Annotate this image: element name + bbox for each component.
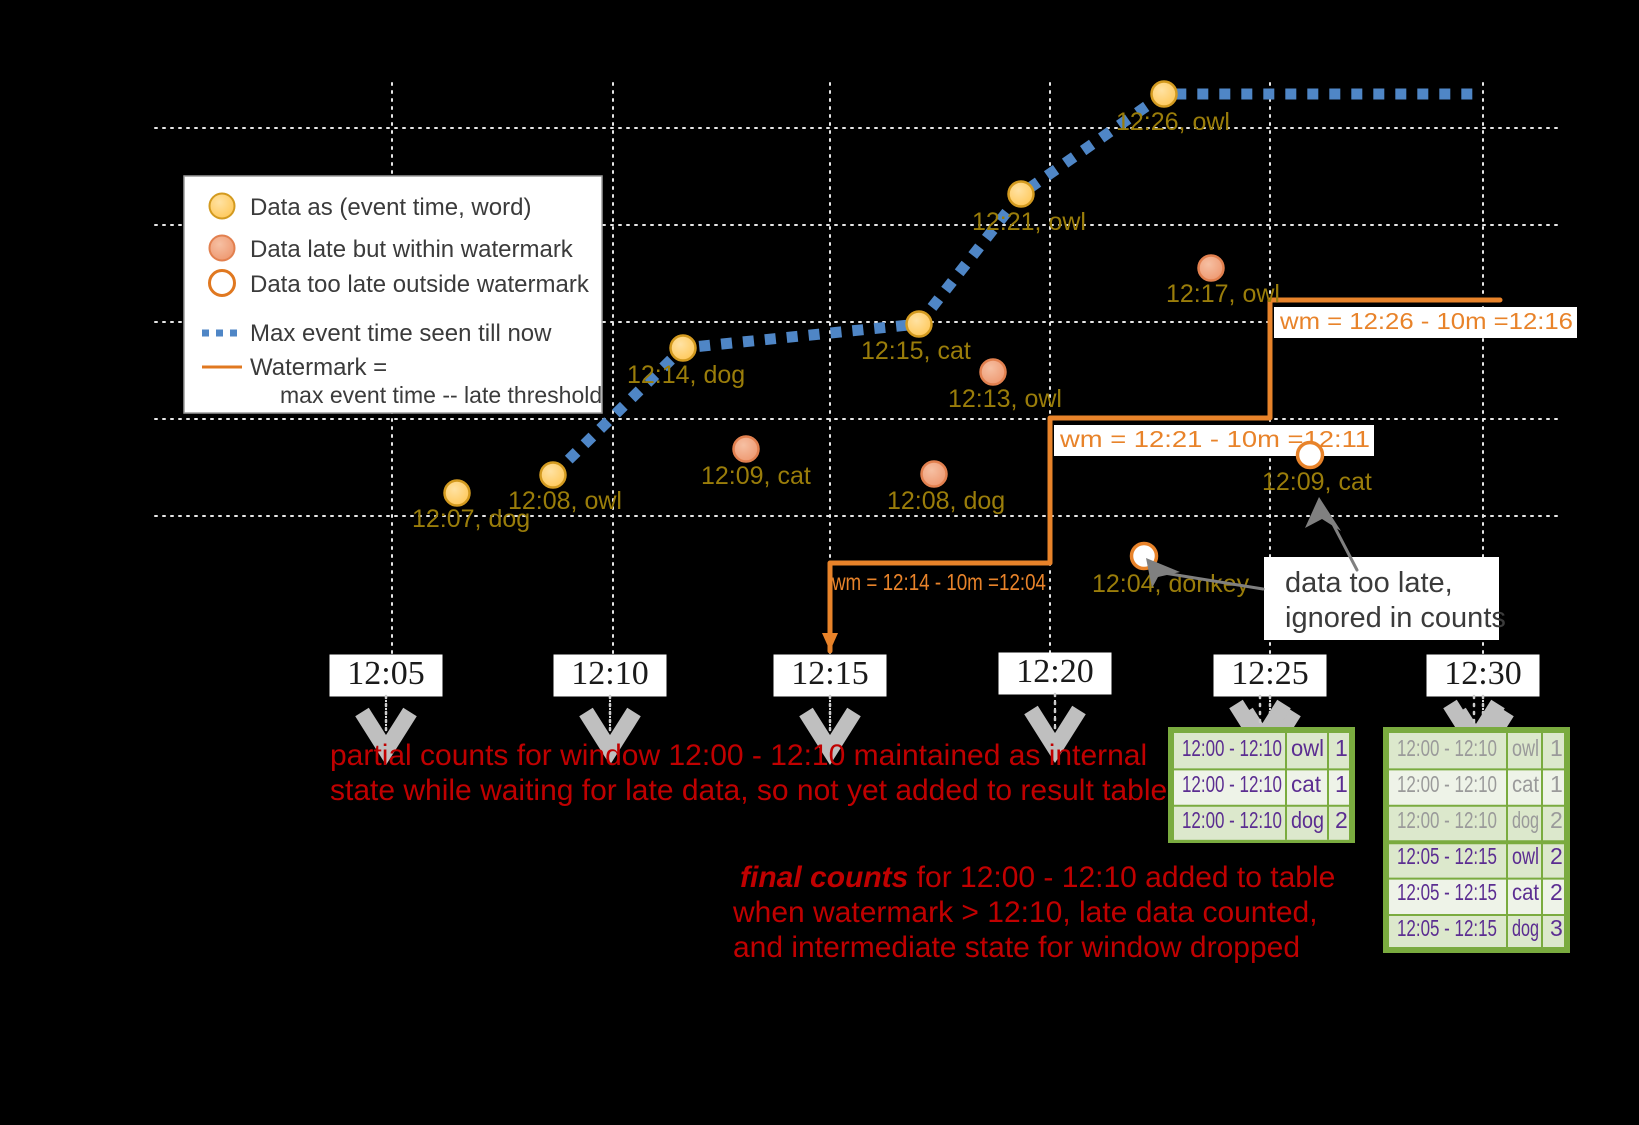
svg-text:owl: owl bbox=[1291, 735, 1324, 761]
svg-text:12:17, owl: 12:17, owl bbox=[1166, 280, 1280, 308]
svg-text:12:25: 12:25 bbox=[1231, 655, 1308, 692]
svg-text:data too late,: data too late, bbox=[1285, 567, 1453, 599]
svg-text:1: 1 bbox=[1550, 771, 1563, 797]
svg-text:owl: owl bbox=[1512, 735, 1539, 761]
svg-text:12:00 - 12:10: 12:00 - 12:10 bbox=[1397, 807, 1497, 833]
svg-text:12:20: 12:20 bbox=[1016, 653, 1093, 690]
svg-text:when watermark > 12:10, late d: when watermark > 12:10, late data counte… bbox=[732, 896, 1318, 929]
svg-text:12:05: 12:05 bbox=[347, 655, 424, 692]
svg-text:12:14, dog: 12:14, dog bbox=[627, 361, 745, 389]
svg-text:dog: dog bbox=[1291, 807, 1324, 833]
svg-text:wm = 12:14 - 10m =12:04: wm = 12:14 - 10m =12:04 bbox=[831, 569, 1046, 595]
svg-text:12:00 - 12:10: 12:00 - 12:10 bbox=[1397, 735, 1497, 761]
svg-text:12:05 - 12:15: 12:05 - 12:15 bbox=[1397, 879, 1497, 905]
svg-text:12:08, dog: 12:08, dog bbox=[887, 487, 1005, 515]
svg-text:12:05 - 12:15: 12:05 - 12:15 bbox=[1397, 915, 1497, 941]
svg-text:ignored in counts: ignored in counts bbox=[1285, 602, 1506, 634]
svg-text:12:00 - 12:10: 12:00 - 12:10 bbox=[1182, 735, 1282, 761]
svg-text:Data as (event time, word): Data as (event time, word) bbox=[250, 194, 531, 221]
svg-text:3: 3 bbox=[1550, 915, 1563, 941]
svg-text:owl: owl bbox=[1512, 843, 1539, 869]
svg-text:1: 1 bbox=[1550, 735, 1563, 761]
svg-text:partial counts for window 12:0: partial counts for window 12:00 - 12:10 … bbox=[330, 739, 1147, 772]
svg-text:12:00 - 12:10: 12:00 - 12:10 bbox=[1397, 771, 1497, 797]
svg-text:1: 1 bbox=[1335, 735, 1348, 761]
svg-text:2: 2 bbox=[1550, 807, 1563, 833]
svg-text:max event time -- late thresho: max event time -- late threshold bbox=[280, 382, 602, 408]
svg-text:cat: cat bbox=[1512, 771, 1540, 797]
svg-text:dog: dog bbox=[1512, 807, 1539, 833]
svg-text:12:13, owl: 12:13, owl bbox=[948, 385, 1062, 413]
svg-text:Watermark =: Watermark = bbox=[250, 354, 387, 381]
svg-text:12:05 - 12:15: 12:05 - 12:15 bbox=[1397, 843, 1497, 869]
svg-text:12:00 - 12:10: 12:00 - 12:10 bbox=[1182, 807, 1282, 833]
svg-text:12:09, cat: 12:09, cat bbox=[1262, 468, 1372, 496]
svg-text:final counts for 12:00 - 12:10: final counts for 12:00 - 12:10 added to … bbox=[740, 861, 1335, 894]
svg-text:12:00 - 12:10: 12:00 - 12:10 bbox=[1182, 771, 1282, 797]
svg-text:dog: dog bbox=[1512, 915, 1539, 941]
svg-text:12:15, cat: 12:15, cat bbox=[861, 337, 971, 365]
svg-text:12:08, owl: 12:08, owl bbox=[508, 487, 622, 515]
svg-text:1: 1 bbox=[1335, 771, 1348, 797]
svg-text:wm = 12:26 - 10m =12:16: wm = 12:26 - 10m =12:16 bbox=[1279, 308, 1573, 334]
svg-text:12:10: 12:10 bbox=[571, 655, 648, 692]
svg-text:Data late but within watermark: Data late but within watermark bbox=[250, 236, 574, 263]
svg-text:Data too late outside watermar: Data too late outside watermark bbox=[250, 271, 590, 298]
svg-text:2: 2 bbox=[1335, 807, 1348, 833]
svg-text:2: 2 bbox=[1550, 879, 1563, 905]
svg-text:12:26, owl: 12:26, owl bbox=[1116, 108, 1230, 136]
svg-text:cat: cat bbox=[1291, 771, 1322, 797]
svg-text:12:30: 12:30 bbox=[1444, 655, 1521, 692]
svg-text:and intermediate state for win: and intermediate state for window droppe… bbox=[733, 931, 1300, 964]
svg-text:Max event time seen till now: Max event time seen till now bbox=[250, 320, 552, 347]
svg-text:12:09, cat: 12:09, cat bbox=[701, 462, 811, 490]
svg-text:12:21, owl: 12:21, owl bbox=[972, 208, 1086, 236]
svg-text:cat: cat bbox=[1512, 879, 1540, 905]
svg-text:12:15: 12:15 bbox=[791, 655, 868, 692]
svg-text:2: 2 bbox=[1550, 843, 1563, 869]
svg-text:wm = 12:21 - 10m =12:11: wm = 12:21 - 10m =12:11 bbox=[1059, 426, 1370, 452]
svg-text:state while waiting for late d: state while waiting for late data, so no… bbox=[330, 774, 1167, 807]
